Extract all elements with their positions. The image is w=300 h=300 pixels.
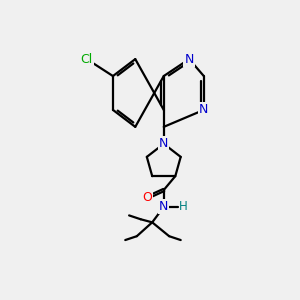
Text: Cl: Cl	[81, 52, 93, 66]
Text: N: N	[184, 52, 194, 66]
Text: N: N	[199, 103, 208, 116]
Text: O: O	[142, 191, 152, 204]
Text: N: N	[159, 137, 168, 150]
Text: H: H	[179, 200, 188, 213]
Text: N: N	[159, 200, 168, 213]
